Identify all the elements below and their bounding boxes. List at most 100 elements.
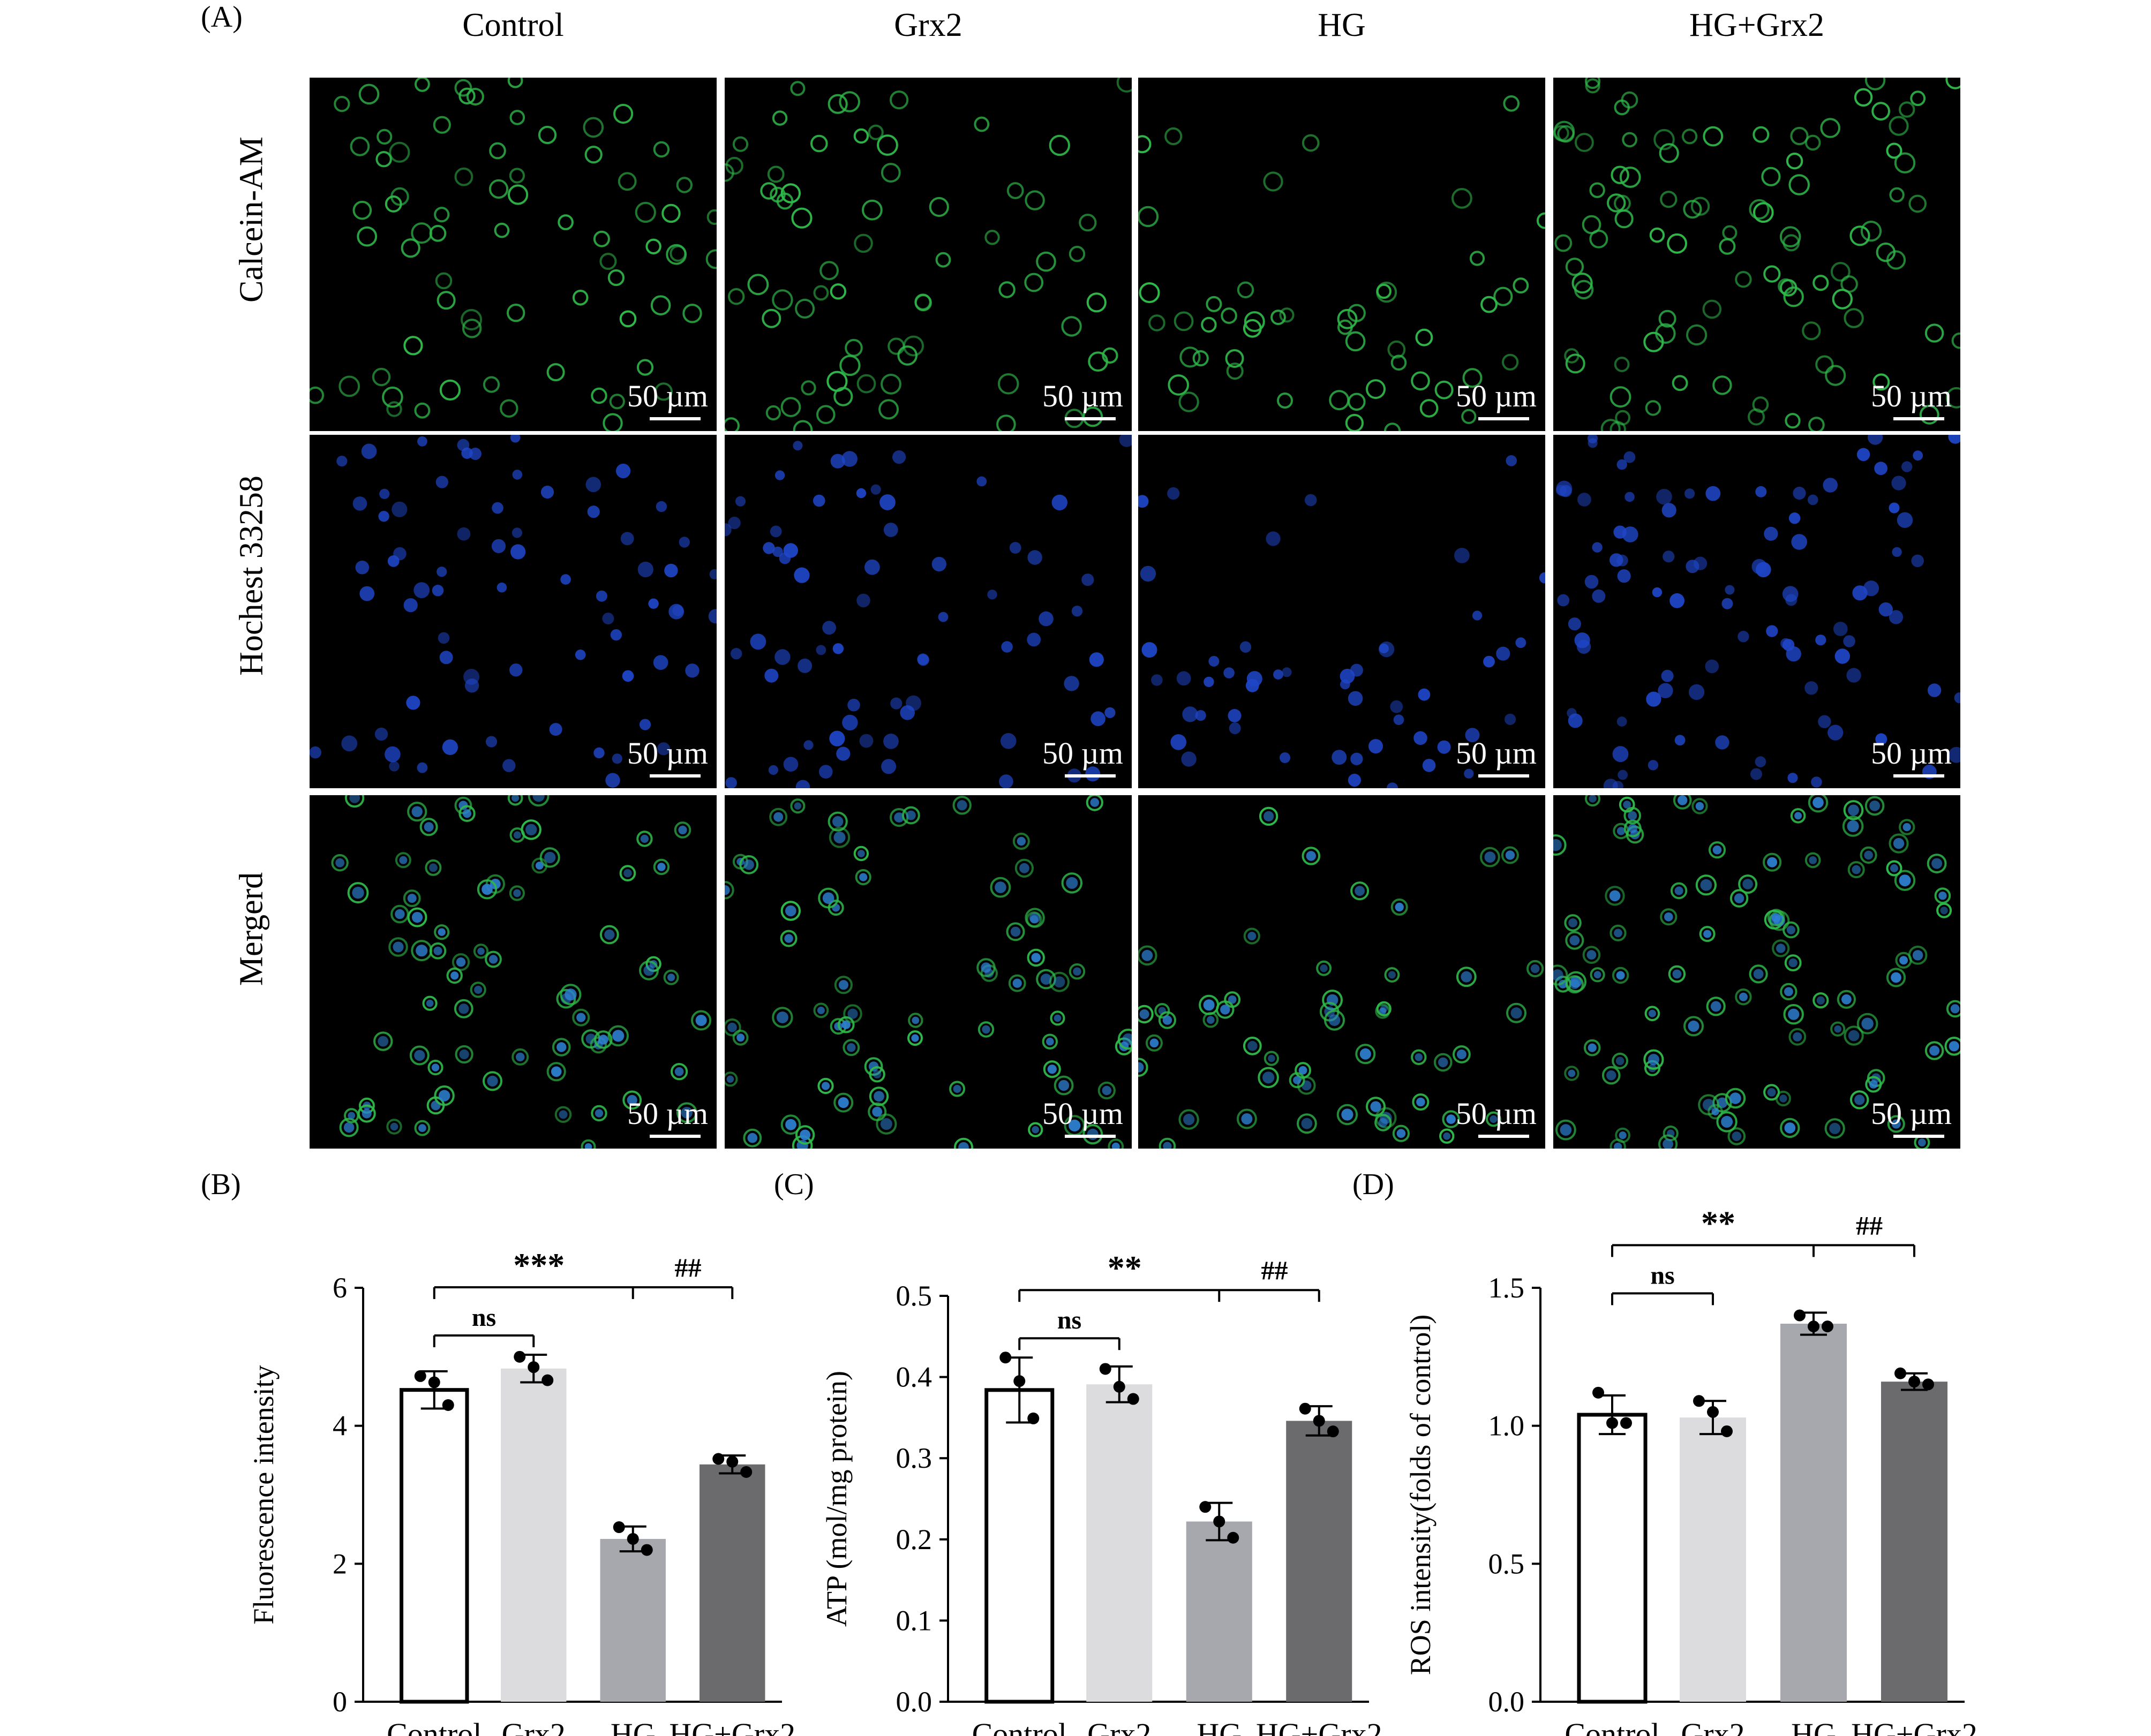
nucleus [458, 1003, 469, 1014]
nucleus [1912, 950, 1923, 961]
column-title-control: Control [462, 7, 564, 43]
nucleus [794, 802, 802, 810]
chart-c-data-point [999, 1352, 1012, 1364]
scale-bar [1065, 774, 1116, 778]
calcein-cell [1462, 368, 1483, 388]
nucleus [1779, 1095, 1787, 1103]
calcein-cell [1138, 206, 1159, 228]
calcein-cell [1783, 234, 1800, 252]
nucleus [1017, 836, 1026, 846]
nucleus [1816, 996, 1825, 1005]
chart-c-y-tick-label: 0.1 [896, 1604, 932, 1636]
nucleus [794, 567, 810, 583]
calcein-cell [984, 230, 1000, 245]
nucleus [1069, 1119, 1081, 1131]
chart-d-x-tick-label: Grx2 [1681, 1717, 1744, 1736]
calcein-cell [554, 1106, 572, 1123]
calcein-cell [670, 245, 687, 262]
chart-c-bar-3 [1286, 1421, 1352, 1702]
nucleus [768, 765, 778, 775]
nucleus [776, 1012, 788, 1023]
nucleus [1867, 435, 1883, 445]
calcein-cell [1860, 221, 1882, 242]
nucleus [1615, 1056, 1624, 1066]
nucleus [774, 649, 791, 665]
calcein-cell [1908, 194, 1927, 213]
calcein-cell [1644, 1006, 1660, 1022]
calcein-cell [546, 1062, 566, 1082]
nucleus [438, 1090, 450, 1101]
calcein-cell [1729, 889, 1749, 908]
nucleus [1815, 635, 1826, 646]
nucleus [1472, 610, 1483, 621]
scale-bar [1893, 774, 1944, 778]
nucleus [764, 668, 779, 683]
calcein-cell [1854, 88, 1873, 107]
calcein-cell [1945, 78, 1960, 89]
nucleus [1785, 594, 1797, 606]
nucleus [816, 645, 826, 655]
nucleus [620, 532, 634, 546]
nucleus [873, 1070, 882, 1078]
calcein-cell [671, 1063, 688, 1081]
nucleus [1268, 1054, 1275, 1062]
calcein-cell [375, 151, 392, 168]
calcein-cell [1824, 1118, 1845, 1139]
calcein-cell [1683, 1016, 1704, 1037]
calcein-cell [1526, 960, 1544, 978]
calcein-cell [390, 904, 409, 924]
calcein-cell [1316, 960, 1332, 976]
chart-b-data-point [627, 1533, 639, 1545]
nucleus [1151, 674, 1163, 686]
nucleus [1328, 1014, 1341, 1026]
calcein-cell [401, 238, 420, 258]
nucleus [872, 1106, 883, 1117]
calcein-cell [1411, 371, 1430, 391]
nucleus [1388, 971, 1396, 979]
calcein-cell [1802, 321, 1821, 341]
calcein-cell [1355, 1044, 1376, 1065]
calcein-cell [1659, 143, 1679, 163]
calcein-cell [636, 831, 653, 847]
nucleus [1090, 798, 1100, 807]
nucleus [459, 1049, 469, 1060]
calcein-cell [1847, 861, 1865, 879]
calcein-cell [403, 336, 423, 356]
nucleus [464, 678, 479, 693]
calcein-cell [1786, 153, 1803, 170]
calcein-cell [599, 253, 617, 270]
nucleus [856, 488, 867, 499]
nucleus [1568, 617, 1581, 631]
calcein-cell [1686, 324, 1708, 346]
calcein-cell [1753, 126, 1770, 143]
calcein-cell [509, 110, 525, 125]
scale-bar [1893, 1135, 1944, 1138]
calcein-cell [1660, 191, 1678, 208]
nucleus [1929, 1045, 1940, 1056]
calcein-cell [1590, 967, 1605, 983]
calcein-cell [1138, 1005, 1154, 1024]
nucleus [1755, 756, 1766, 767]
nucleus [1848, 804, 1859, 816]
chart-d-data-point [1707, 1406, 1719, 1418]
calcein-cell [1461, 409, 1477, 424]
calcein-cell [1480, 847, 1500, 867]
nucleus [1776, 944, 1786, 953]
nucleus [1577, 493, 1591, 507]
nucleus [1609, 890, 1621, 902]
calcein-cell [881, 163, 901, 183]
calcein-cell [1712, 375, 1732, 395]
nucleus [731, 648, 742, 660]
calcein-cell [552, 1038, 571, 1056]
chart-b-data-point [641, 1544, 653, 1556]
calcein-cell [1049, 134, 1070, 156]
cell-field [725, 435, 1132, 788]
nucleus [595, 1109, 604, 1118]
nucleus [938, 612, 949, 622]
chart-b-ns-label: ns [472, 1303, 496, 1332]
nucleus [1262, 1071, 1275, 1084]
calcein-cell [434, 924, 450, 940]
calcein-cell [1936, 902, 1952, 918]
calcein-cell [403, 889, 421, 908]
nucleus [890, 697, 902, 710]
